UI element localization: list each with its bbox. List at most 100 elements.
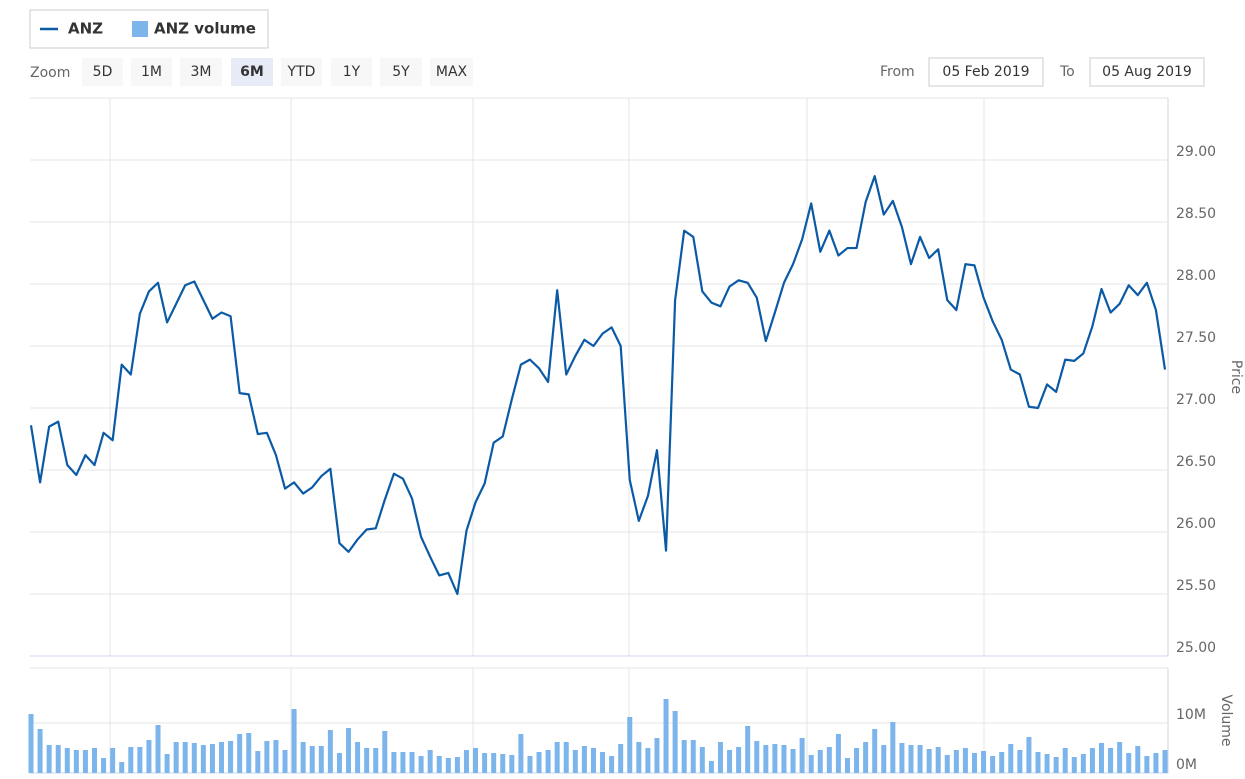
volume-bar xyxy=(355,742,361,773)
zoom-button[interactable] xyxy=(180,58,222,86)
volume-bar xyxy=(336,753,342,773)
to-input[interactable] xyxy=(1089,57,1205,87)
volume-bar xyxy=(1089,748,1095,773)
volume-bar xyxy=(745,726,751,773)
zoom-button[interactable] xyxy=(231,58,273,86)
volume-bar xyxy=(173,742,179,773)
zoom-button-label[interactable]: MAX xyxy=(436,64,468,80)
zoom-button[interactable] xyxy=(430,58,473,86)
to-label: To xyxy=(1059,64,1075,80)
volume-bar xyxy=(881,745,887,773)
volume-bar xyxy=(563,742,569,773)
volume-bar xyxy=(237,734,243,773)
volume-bar xyxy=(1008,744,1014,773)
zoom-button-label[interactable]: 1M xyxy=(141,64,162,80)
volume-bar xyxy=(28,714,34,773)
volume-bar xyxy=(1108,748,1114,773)
volume-bar xyxy=(1053,757,1059,773)
zoom-button-label[interactable]: 6M xyxy=(240,64,264,80)
volume-bar xyxy=(826,747,832,773)
y-tick-label: 29.00 xyxy=(1176,144,1216,160)
volume-bar xyxy=(699,747,705,773)
volume-bar xyxy=(962,748,968,773)
volume-bar xyxy=(518,734,524,773)
volume-bar xyxy=(473,748,479,773)
volume-bar xyxy=(1062,748,1068,773)
volume-bar xyxy=(454,757,460,773)
volume-bar xyxy=(781,745,787,773)
legend-symbol xyxy=(132,21,148,37)
volume-bar xyxy=(799,738,805,773)
volume-bar xyxy=(1144,756,1150,773)
y-axis-title: Volume xyxy=(1218,694,1234,746)
volume-bar xyxy=(92,748,98,773)
volume-bar xyxy=(37,729,43,773)
legend-box xyxy=(29,9,269,49)
zoom-button-label[interactable]: 1Y xyxy=(343,64,361,80)
zoom-button-label[interactable]: 5D xyxy=(93,64,113,80)
zoom-label: Zoom xyxy=(30,65,70,81)
zoom-button-label[interactable]: 5Y xyxy=(392,64,410,80)
volume-bar xyxy=(55,745,61,773)
volume-bar xyxy=(327,730,333,773)
volume-bar xyxy=(309,746,315,773)
y-tick-label: 28.00 xyxy=(1176,268,1216,284)
volume-bar xyxy=(82,750,88,773)
volume-bar xyxy=(1026,737,1032,773)
volume-bar xyxy=(346,728,352,773)
volume-bar xyxy=(500,754,506,773)
legend-label[interactable]: ANZ xyxy=(68,20,103,38)
volume-bar xyxy=(101,758,107,773)
volume-bar xyxy=(1080,754,1086,773)
volume-bar xyxy=(953,750,959,773)
volume-bar xyxy=(572,750,578,773)
volume-bar xyxy=(373,748,379,773)
volume-bar xyxy=(491,753,497,773)
volume-bar xyxy=(128,747,134,773)
zoom-button-label[interactable]: 3M xyxy=(191,64,212,80)
from-date[interactable]: 05 Feb 2019 xyxy=(942,64,1029,80)
zoom-button[interactable] xyxy=(82,58,123,86)
y-axis-title: Price xyxy=(1228,360,1244,394)
volume-bar xyxy=(255,751,261,773)
y-tick-label: 28.50 xyxy=(1176,206,1216,222)
volume-bar xyxy=(364,748,370,773)
volume-bar xyxy=(219,742,225,773)
volume-bar xyxy=(654,738,660,773)
zoom-button[interactable] xyxy=(281,58,322,86)
volume-bar xyxy=(645,748,651,773)
volume-bar xyxy=(182,742,188,773)
zoom-button[interactable] xyxy=(331,58,372,86)
legend-label[interactable]: ANZ volume xyxy=(154,20,256,38)
zoom-button[interactable] xyxy=(131,58,172,86)
volume-bar xyxy=(754,741,760,773)
volume-bar xyxy=(382,731,388,773)
zoom-button[interactable] xyxy=(380,58,422,86)
price-line xyxy=(29,175,1167,596)
volume-bar xyxy=(191,743,197,773)
from-input[interactable] xyxy=(928,57,1044,87)
volume-bar xyxy=(863,742,869,773)
volume-bar xyxy=(400,752,406,773)
to-date[interactable]: 05 Aug 2019 xyxy=(1102,64,1192,80)
volume-bar xyxy=(445,758,451,773)
volume-bar xyxy=(844,758,850,773)
volume-bar xyxy=(1035,752,1041,773)
volume-bar xyxy=(917,745,923,773)
volume-bar xyxy=(690,740,696,773)
zoom-button-label[interactable]: YTD xyxy=(287,64,316,80)
volume-bar xyxy=(1135,746,1141,773)
volume-bar xyxy=(981,751,987,773)
volume-bar xyxy=(391,752,397,773)
volume-bar xyxy=(164,754,170,773)
volume-bar xyxy=(73,750,79,773)
volume-bar xyxy=(926,749,932,773)
volume-bar xyxy=(291,709,297,773)
volume-bar xyxy=(482,753,488,773)
volume-bar xyxy=(808,755,814,773)
volume-bar xyxy=(899,743,905,773)
volume-bar xyxy=(736,747,742,773)
volume-bar xyxy=(1071,757,1077,773)
y-tick-label: 25.50 xyxy=(1176,578,1216,594)
volume-bar xyxy=(872,729,878,773)
